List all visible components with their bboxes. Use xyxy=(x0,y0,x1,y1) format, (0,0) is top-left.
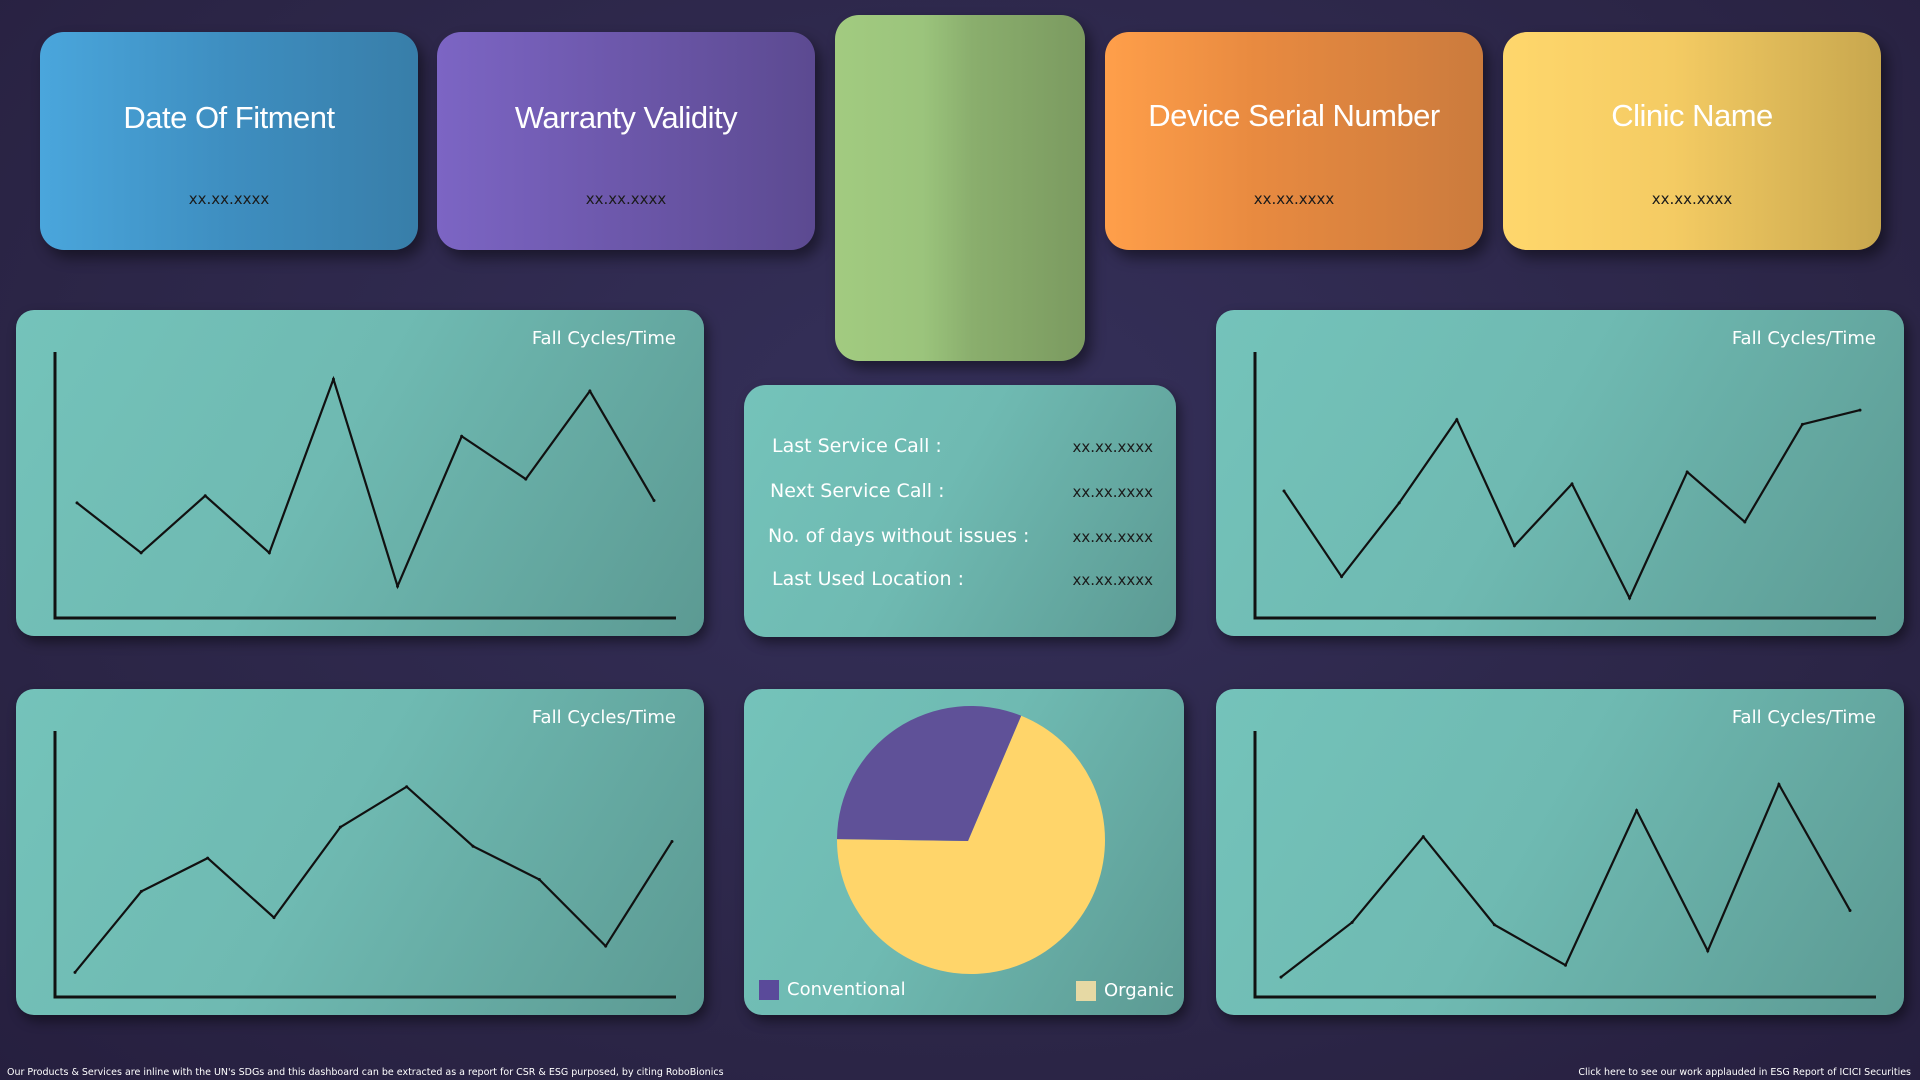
clinic-name-card: Clinic Name xx.xx.xxxx xyxy=(1503,32,1881,250)
data-point xyxy=(1421,835,1425,839)
data-point xyxy=(1628,596,1632,600)
data-point xyxy=(1777,782,1781,786)
info-value: xx.xx.xxxx xyxy=(1072,438,1153,456)
footer-esg-link[interactable]: Click here to see our work applauded in … xyxy=(1578,1067,1911,1078)
legend-label-organic: Organic xyxy=(1104,980,1175,1001)
data-point xyxy=(1340,575,1344,579)
data-point xyxy=(1858,408,1862,412)
fall-cycles-chart-2: Fall Cycles/Time xyxy=(1216,310,1904,636)
data-point xyxy=(1800,422,1804,426)
fall-cycles-chart-1: Fall Cycles/Time xyxy=(16,310,704,636)
data-point xyxy=(139,551,143,555)
date-of-fitment-title: Date Of Fitment xyxy=(123,100,335,135)
data-point xyxy=(1512,544,1516,548)
data-point xyxy=(1848,908,1852,912)
device-serial-number-card: Device Serial Number xx.xx.xxxx xyxy=(1105,32,1483,250)
info-value: xx.xx.xxxx xyxy=(1072,528,1153,546)
line-chart xyxy=(1253,352,1876,620)
info-value: xx.xx.xxxx xyxy=(1072,483,1153,501)
data-point xyxy=(670,839,674,843)
chart-title: Fall Cycles/Time xyxy=(1731,328,1876,349)
data-point xyxy=(1397,501,1401,505)
info-value: xx.xx.xxxx xyxy=(1072,571,1153,589)
footer-sdg-note: Our Products & Services are inline with … xyxy=(7,1067,724,1078)
info-row-next-service-call: Next Service Call : xx.xx.xxxx xyxy=(744,480,1176,510)
data-point xyxy=(396,584,400,588)
data-point xyxy=(652,499,656,503)
data-point xyxy=(460,434,464,438)
data-point xyxy=(1743,520,1747,524)
data-point xyxy=(604,944,608,948)
data-point xyxy=(1685,470,1689,474)
data-point xyxy=(75,501,79,505)
warranty-validity-title: Warranty Validity xyxy=(514,100,738,135)
info-row-last-service-call: Last Service Call : xx.xx.xxxx xyxy=(744,435,1176,465)
data-point xyxy=(73,970,77,974)
device-serial-number-title: Device Serial Number xyxy=(1148,98,1440,133)
info-row-last-used-location: Last Used Location : xx.xx.xxxx xyxy=(744,568,1176,598)
info-row-days-without-issues: No. of days without issues : xx.xx.xxxx xyxy=(744,525,1176,555)
data-point xyxy=(1635,809,1639,812)
data-point xyxy=(1282,489,1286,493)
data-point xyxy=(1564,963,1567,967)
data-point xyxy=(405,785,409,789)
service-info-panel: Last Service Call : xx.xx.xxxx Next Serv… xyxy=(744,385,1176,637)
clinic-name-value: xx.xx.xxxx xyxy=(1651,190,1733,208)
data-point xyxy=(338,825,342,829)
data-point xyxy=(139,889,143,893)
data-point xyxy=(1279,975,1283,979)
pie-chart-panel: Conventional Organic xyxy=(744,689,1184,1015)
chart-title: Fall Cycles/Time xyxy=(531,328,676,349)
data-point xyxy=(1570,482,1574,486)
data-point xyxy=(331,377,335,381)
chart-axes xyxy=(1253,731,1876,999)
data-point xyxy=(524,477,528,481)
chart-axes xyxy=(53,352,676,620)
line-chart xyxy=(53,731,676,999)
info-label: Last Service Call : xyxy=(772,435,942,457)
warranty-validity-value: xx.xx.xxxx xyxy=(585,190,667,208)
line-chart xyxy=(1253,731,1876,999)
data-point xyxy=(1706,949,1710,953)
info-label: Next Service Call : xyxy=(770,480,945,502)
data-point xyxy=(537,878,541,882)
data-point xyxy=(471,844,475,848)
pie-slice-conventional xyxy=(837,706,1022,841)
legend-organic: Organic xyxy=(1076,980,1174,1001)
date-of-fitment-value: xx.xx.xxxx xyxy=(188,190,270,208)
legend-conventional: Conventional xyxy=(759,979,906,1000)
pie-chart xyxy=(837,706,1105,974)
fall-cycles-chart-4: Fall Cycles/Time xyxy=(1216,689,1904,1015)
chart-axes xyxy=(53,731,676,999)
series-line xyxy=(1280,781,1851,978)
fall-cycles-chart-3: Fall Cycles/Time xyxy=(16,689,704,1015)
series-line xyxy=(76,375,655,590)
legend-label-conventional: Conventional xyxy=(787,979,906,1000)
data-point xyxy=(1455,418,1459,422)
legend-swatch-organic xyxy=(1076,980,1096,1001)
line-chart xyxy=(53,352,676,620)
series-line xyxy=(1283,409,1861,601)
info-label: Last Used Location : xyxy=(772,568,965,590)
info-label: No. of days without issues : xyxy=(768,525,1030,547)
series-line xyxy=(74,785,673,974)
chart-title: Fall Cycles/Time xyxy=(1731,707,1876,728)
data-point xyxy=(1350,920,1354,924)
data-point xyxy=(206,856,210,860)
device-serial-number-value: xx.xx.xxxx xyxy=(1253,190,1335,208)
clinic-name-title: Clinic Name xyxy=(1611,98,1773,133)
device-image-card xyxy=(835,15,1085,361)
warranty-validity-card: Warranty Validity xx.xx.xxxx xyxy=(437,32,815,250)
legend-swatch-conventional xyxy=(759,979,779,1000)
chart-title: Fall Cycles/Time xyxy=(531,707,676,728)
data-point xyxy=(1492,923,1496,927)
chart-axes xyxy=(1253,352,1876,620)
data-point xyxy=(267,551,271,555)
data-point xyxy=(272,916,276,920)
date-of-fitment-card: Date Of Fitment xx.xx.xxxx xyxy=(40,32,418,250)
pie-slice-organic xyxy=(837,715,1105,974)
data-point xyxy=(588,389,592,393)
data-point xyxy=(203,494,207,498)
